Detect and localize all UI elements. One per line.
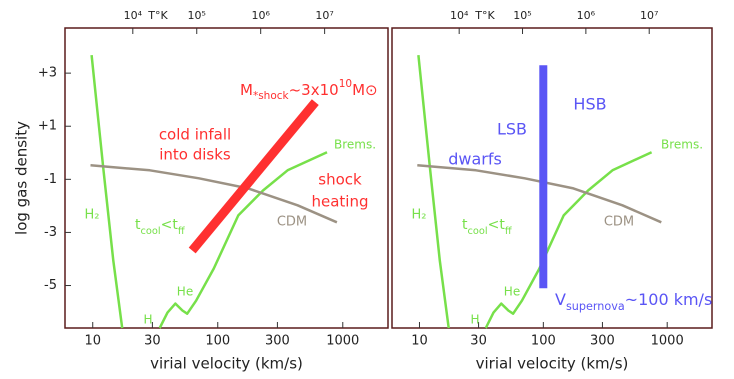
annotation: LSB bbox=[497, 120, 527, 139]
curve bbox=[188, 99, 319, 254]
x2-tick-label: 10⁵ bbox=[188, 9, 206, 22]
annotation: CDM bbox=[277, 215, 307, 230]
x-tick-label: 10 bbox=[84, 334, 101, 349]
x2-tick-label: 10⁶ bbox=[251, 9, 270, 22]
annotation: Brems. bbox=[334, 138, 376, 152]
annotation: into disks bbox=[159, 146, 231, 164]
annotation: tcool<tff bbox=[135, 217, 185, 237]
annotation-part: <t bbox=[488, 217, 506, 233]
annotation: shock bbox=[318, 171, 362, 189]
y-tick-label: -3 bbox=[44, 225, 57, 240]
annotation-part: cool bbox=[141, 226, 161, 237]
x2-axis-title: T°K bbox=[147, 9, 168, 22]
annotation: HSB bbox=[573, 95, 606, 114]
curve bbox=[90, 54, 328, 329]
x-tick-label: 10 bbox=[411, 334, 428, 349]
annotation: Brems. bbox=[661, 138, 703, 152]
x-tick-label: 300 bbox=[265, 334, 290, 349]
x-tick-label: 300 bbox=[590, 334, 615, 349]
annotation-part: t bbox=[135, 217, 141, 233]
x2-tick-label: 10⁴ bbox=[450, 9, 469, 22]
y-tick-label: +1 bbox=[38, 119, 57, 134]
annotation-part: V bbox=[555, 290, 566, 309]
y-axis-title: log gas density bbox=[13, 121, 31, 235]
y-tick-label: +3 bbox=[38, 66, 57, 81]
annotation: heating bbox=[311, 193, 368, 211]
annotation-part: ~100 km/s bbox=[625, 290, 713, 309]
annotation: H bbox=[470, 313, 479, 327]
annotation-part: 10 bbox=[339, 78, 352, 90]
annotation-part: cool bbox=[468, 226, 488, 237]
annotation: H₂ bbox=[85, 208, 100, 223]
annotation: CDM bbox=[604, 215, 634, 230]
annotation: M*shock~3x1010M⊙ bbox=[240, 78, 378, 102]
annotation-part: <t bbox=[161, 217, 179, 233]
y-tick-label: -5 bbox=[44, 278, 57, 293]
curve bbox=[417, 54, 653, 329]
x-tick-label: 1000 bbox=[326, 334, 359, 349]
annotation: dwarfs bbox=[448, 150, 502, 169]
x2-tick-label: 10⁷ bbox=[315, 9, 333, 22]
curve bbox=[417, 164, 662, 224]
x2-tick-label: 10⁴ bbox=[124, 9, 143, 22]
plot-frame bbox=[391, 27, 713, 329]
x-axis-title: virial velocity (km/s) bbox=[476, 355, 629, 373]
plot-frame bbox=[64, 27, 389, 329]
annotation: tcool<tff bbox=[462, 217, 512, 237]
x-tick-label: 100 bbox=[205, 334, 230, 349]
annotation: H bbox=[143, 313, 152, 327]
x2-tick-label: 10⁵ bbox=[513, 9, 531, 22]
x-tick-label: 30 bbox=[144, 334, 161, 349]
x2-tick-label: 10⁶ bbox=[577, 9, 596, 22]
annotation-part: ff bbox=[178, 226, 185, 237]
x2-axis-title: T°K bbox=[474, 9, 495, 22]
panel: 10 30 100 300 1000 10⁴ 10⁵ 10⁶ 10⁷ virial velocit… bbox=[391, 9, 713, 373]
annotation: Vsupernova~100 km/s bbox=[555, 290, 712, 313]
annotation-part: ~3x10 bbox=[289, 81, 339, 99]
annotation-part: t bbox=[462, 217, 468, 233]
x-tick-label: 30 bbox=[470, 334, 487, 349]
panel: 10 30 100 300 1000 10⁴ 10⁵ 10⁶ 10⁷ +3 +1 -1 -3 -5 viri… bbox=[13, 9, 389, 373]
y-tick-label: -1 bbox=[44, 172, 57, 187]
curve bbox=[90, 164, 338, 224]
annotation: He bbox=[504, 285, 520, 299]
x-tick-label: 1000 bbox=[651, 334, 684, 349]
x-axis-title: virial velocity (km/s) bbox=[150, 355, 303, 373]
annotation-part: ff bbox=[505, 226, 512, 237]
annotation: H₂ bbox=[412, 208, 427, 223]
annotation-part: *shock bbox=[253, 90, 290, 102]
annotation-part: supernova bbox=[566, 300, 625, 313]
annotation-part: M bbox=[240, 81, 253, 99]
x-tick-label: 100 bbox=[531, 334, 556, 349]
annotation-part: M⊙ bbox=[352, 81, 378, 99]
annotation: cold infall bbox=[159, 126, 231, 144]
x2-tick-label: 10⁷ bbox=[640, 9, 658, 22]
annotation: He bbox=[177, 285, 193, 299]
